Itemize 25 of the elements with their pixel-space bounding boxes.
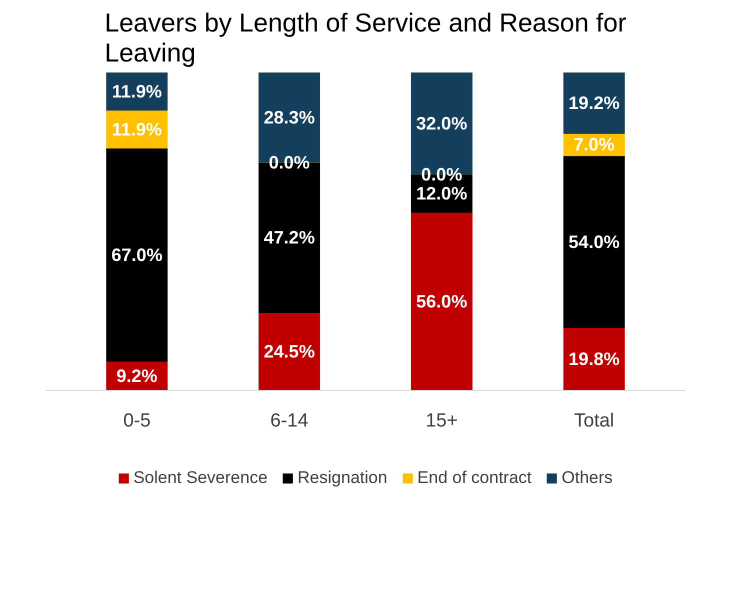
data-label: 19.8% [568,349,620,370]
data-label: 11.9% [112,119,162,140]
data-label: 11.9% [112,81,162,102]
data-label: 67.0% [111,244,162,265]
data-label: 12.0% [416,183,468,204]
data-label: 24.5% [264,342,315,362]
data-label: 9.2% [116,366,158,386]
data-label: 7.0% [574,134,615,155]
data-label: 19.2% [568,93,620,114]
data-label: 0.0% [268,152,310,173]
legend-label: End of contract [417,468,532,488]
data-label: 47.2% [264,228,315,248]
legend-label: Others [562,468,613,488]
data-label: 0.0% [421,164,462,184]
data-label: 28.3% [264,108,315,128]
legend-label: Resignation [298,468,388,488]
data-label: 56.0% [416,292,468,312]
legend-label: Solent Severence [133,468,268,488]
x-tick-label: Total [574,410,614,432]
data-label: 32.0% [416,113,468,134]
x-tick-label: 15+ [426,410,458,432]
x-tick-label: 0-5 [123,410,151,432]
x-tick-label: 6-14 [270,410,309,432]
chart-title: Leavers by Length of Service and Reason for Leaving [104,8,627,68]
data-label: 54.0% [568,232,620,252]
